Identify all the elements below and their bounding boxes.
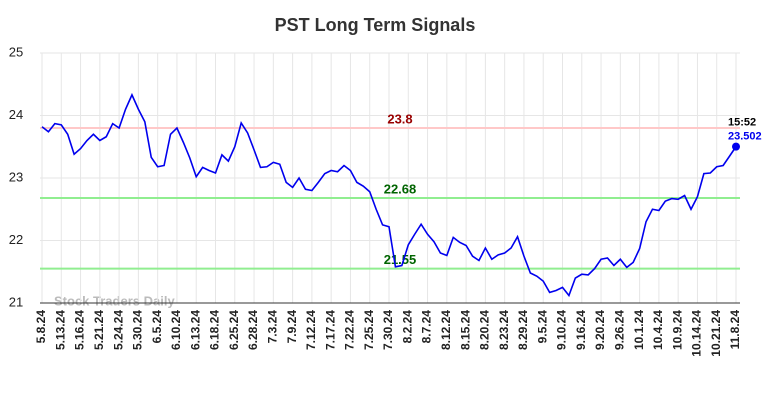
x-tick-label: 10.4.24	[651, 310, 665, 350]
x-tick-label: 8.12.24	[439, 310, 453, 350]
x-tick-label: 6.5.24	[150, 310, 164, 344]
x-tick-label: 7.30.24	[381, 310, 395, 350]
x-tick-label: 8.20.24	[478, 310, 492, 350]
x-tick-label: 10.14.24	[690, 310, 704, 357]
line	[41, 92, 737, 298]
y-tick-label: 25	[9, 44, 23, 59]
x-tick-label: 10.21.24	[709, 310, 723, 357]
x-tick-label: 6.25.24	[227, 310, 241, 350]
x-tick-label: 7.22.24	[343, 310, 357, 350]
x-tick-label: 11.8.24	[728, 310, 742, 350]
time-label: 15:52	[728, 117, 756, 129]
x-tick-label: 8.15.24	[458, 310, 472, 350]
x-tick-label: 8.29.24	[516, 310, 530, 350]
x-tick-label: 6.13.24	[188, 310, 202, 350]
last-value-label: 23.502	[728, 131, 762, 143]
x-tick-label: 10.9.24	[670, 310, 684, 350]
x-tick-label: 6.28.24	[246, 310, 260, 350]
x-tick-label: 7.3.24	[266, 310, 280, 344]
x-tick-label: 7.9.24	[285, 310, 299, 344]
reference-label: 23.8	[387, 111, 412, 126]
x-tick-label: 5.21.24	[92, 310, 106, 350]
x-tick-label: 7.12.24	[304, 310, 318, 350]
reference-label: 22.68	[384, 181, 417, 196]
y-tick-label: 24	[9, 107, 23, 122]
x-tick-label: 9.20.24	[593, 310, 607, 350]
x-tick-label: 9.5.24	[535, 310, 549, 344]
last-point	[732, 142, 740, 151]
x-tick-label: 7.25.24	[362, 310, 376, 350]
y-tick-label: 23	[9, 169, 23, 184]
y-tick-label: 22	[9, 232, 23, 247]
x-tick-label: 8.2.24	[400, 310, 414, 344]
x-tick-label: 6.18.24	[208, 310, 222, 350]
y-tick-label: 21	[9, 294, 23, 309]
watermark: Stock Traders Daily	[54, 293, 175, 308]
x-tick-label: 5.13.24	[53, 310, 67, 350]
x-tick-label: 6.10.24	[169, 310, 183, 350]
x-tick-label: 5.24.24	[111, 310, 125, 350]
x-tick-label: 7.17.24	[323, 310, 337, 350]
x-tick-label: 9.26.24	[613, 310, 627, 350]
x-tick-label: 8.7.24	[420, 310, 434, 344]
x-tick-label: 5.30.24	[131, 310, 145, 350]
x-tick-label: 5.16.24	[73, 310, 87, 350]
x-tick-label: 9.16.24	[574, 310, 588, 350]
chart-title: PST Long Term Signals	[275, 15, 476, 35]
x-tick-label: 8.23.24	[497, 310, 511, 350]
x-tick-label: 10.1.24	[632, 310, 646, 350]
x-tick-label: 9.10.24	[555, 310, 569, 350]
reference-label: 21.55	[384, 252, 417, 267]
x-tick-label: 5.8.24	[34, 310, 48, 344]
